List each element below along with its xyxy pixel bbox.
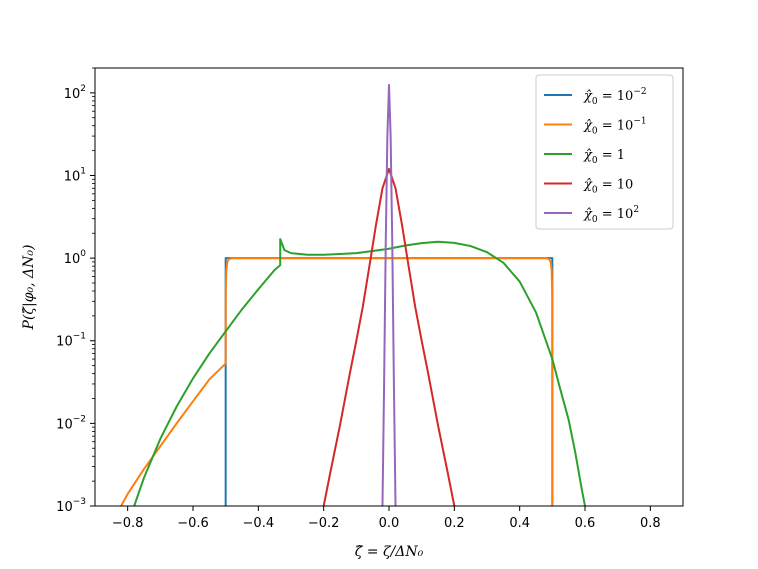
legend-value: = 10	[598, 119, 634, 134]
legend-symbol: χ̂	[583, 178, 593, 193]
legend-exponent: −1	[633, 117, 646, 127]
legend-symbol: χ̂	[583, 89, 593, 104]
series-layer	[120, 83, 586, 506]
y-tick-base: 10	[56, 335, 73, 350]
x-tick-label: 0.4	[509, 516, 530, 531]
y-tick-exponent: −2	[73, 414, 86, 424]
legend-label: χ̂0 = 10−1	[583, 117, 647, 137]
legend-exponent: −2	[633, 87, 646, 97]
legend-label: χ̂0 = 10−2	[583, 87, 647, 107]
y-tick-exponent: 0	[80, 249, 86, 259]
y-tick-label: 10−2	[56, 414, 86, 432]
series-line-3	[322, 167, 456, 506]
x-tick-label: −0.8	[112, 516, 144, 531]
legend-label: χ̂0 = 10	[583, 178, 633, 196]
x-tick-label: −0.6	[177, 516, 209, 531]
y-tick-label: 10−1	[56, 332, 86, 350]
legend-box	[535, 74, 674, 230]
legend-subscript: 0	[592, 127, 598, 137]
x-axis-label: ζ̂ = ζ/ΔN₀	[355, 544, 424, 560]
series-line-1	[120, 257, 554, 506]
x-tick-label: 0.8	[640, 516, 661, 531]
x-tick-label: 0.0	[379, 516, 400, 531]
series-line-4	[381, 83, 397, 506]
legend-value: = 10	[598, 178, 634, 193]
legend-symbol: χ̂	[583, 119, 593, 134]
legend-subscript: 0	[592, 156, 598, 166]
legend-symbol: χ̂	[583, 207, 593, 222]
y-tick-exponent: −3	[73, 497, 86, 507]
series-line-2	[133, 238, 586, 506]
y-tick-label: 101	[64, 166, 86, 184]
y-tick-base: 10	[56, 500, 73, 515]
y-tick-base: 10	[64, 87, 81, 102]
x-tick-label: −0.4	[243, 516, 275, 531]
legend-subscript: 0	[592, 97, 598, 107]
legend-value: = 10	[598, 207, 634, 222]
y-tick-base: 10	[56, 417, 73, 432]
y-tick-exponent: 1	[80, 166, 86, 176]
legend-value: = 1	[598, 148, 625, 163]
x-tick-label: 0.6	[575, 516, 596, 531]
series-line-0	[224, 257, 554, 506]
y-tick-label: 10−3	[56, 497, 86, 515]
y-tick-label: 100	[64, 249, 87, 267]
legend-label: χ̂0 = 102	[583, 205, 639, 225]
legend-subscript: 0	[592, 186, 598, 196]
x-tick-label: −0.2	[308, 516, 340, 531]
x-tick-label: 0.2	[444, 516, 465, 531]
y-tick-exponent: −1	[73, 332, 86, 342]
y-tick-base: 10	[64, 169, 81, 184]
y-tick-base: 10	[64, 252, 81, 267]
y-axis-label: P(ζ̂|φ₀, ΔN₀)	[21, 245, 37, 331]
legend-symbol: χ̂	[583, 148, 593, 163]
legend: χ̂0 = 10−2χ̂0 = 10−1χ̂0 = 1χ̂0 = 10χ̂0 =…	[535, 74, 674, 230]
legend-label: χ̂0 = 1	[583, 148, 625, 166]
legend-exponent: 2	[633, 205, 639, 215]
legend-subscript: 0	[592, 215, 598, 225]
legend-value: = 10	[598, 89, 634, 104]
x-axis: −0.8 −0.6 −0.4 −0.2 0.0 0.2 0.4 0.6 0.8	[112, 506, 661, 531]
y-tick-label: 102	[64, 84, 86, 102]
y-tick-exponent: 2	[80, 84, 86, 94]
